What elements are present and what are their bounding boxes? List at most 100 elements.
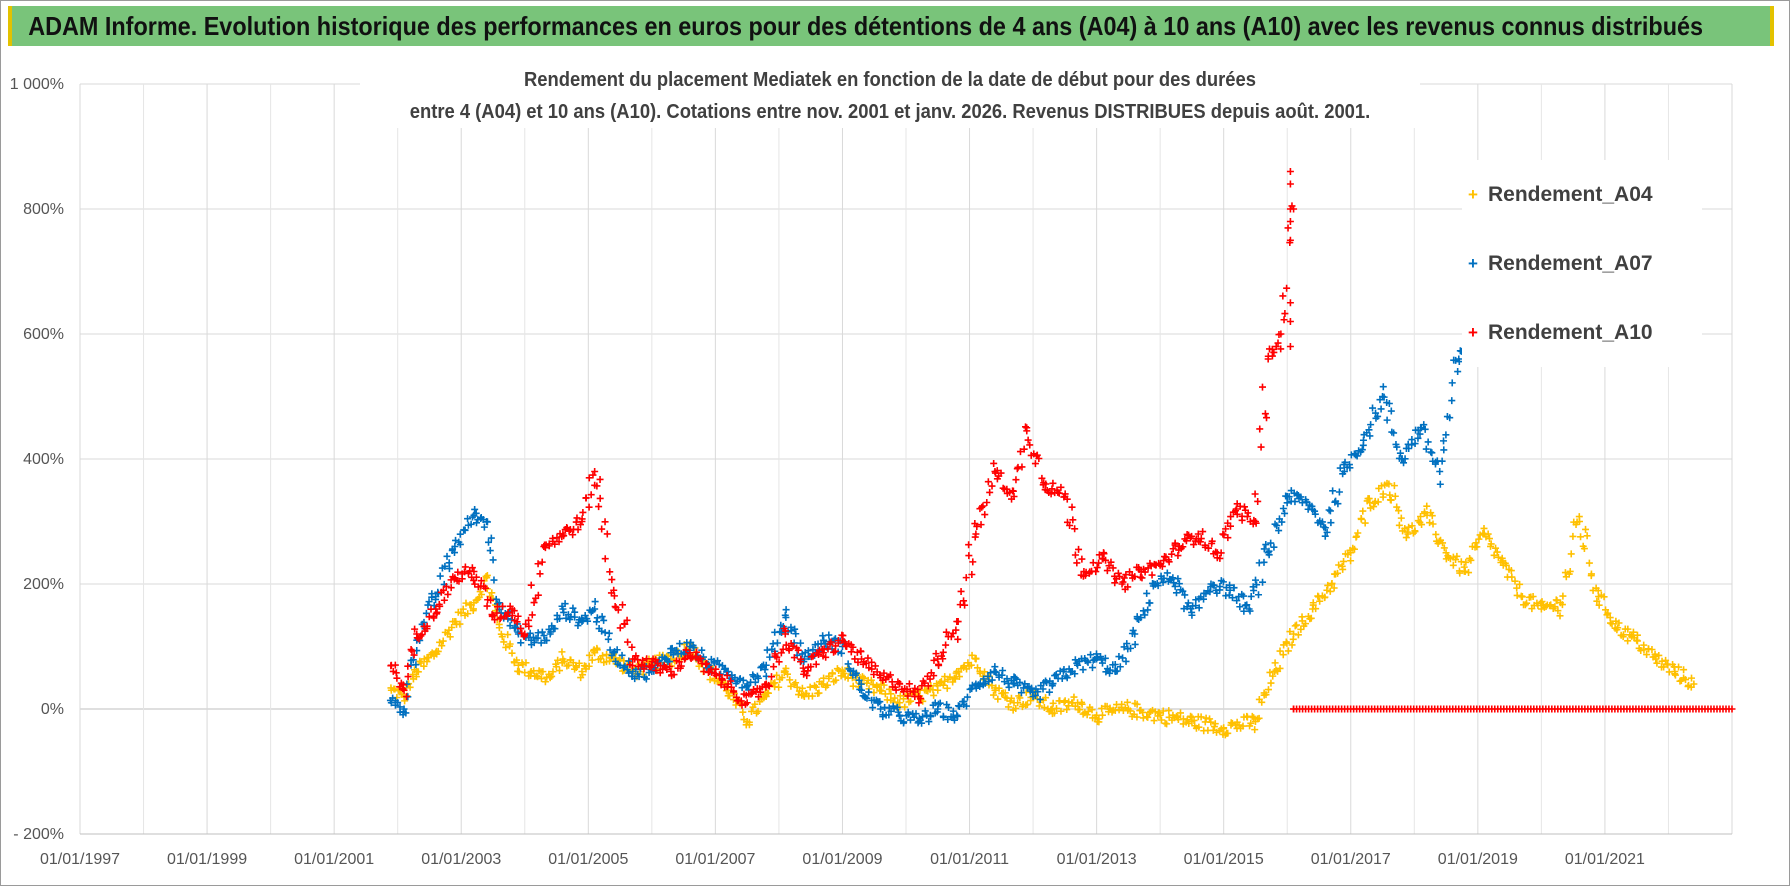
- data-point: [471, 580, 479, 588]
- data-point: [997, 469, 1005, 477]
- data-point: [751, 700, 759, 708]
- data-point: [1542, 602, 1550, 610]
- data-point: [456, 620, 464, 628]
- data-point: [538, 675, 546, 683]
- data-point: [1358, 446, 1366, 454]
- data-point: [770, 663, 778, 671]
- data-point: [905, 680, 913, 688]
- data-point: [1374, 412, 1382, 420]
- data-point: [1169, 545, 1177, 553]
- data-point: [963, 693, 971, 701]
- data-point: [599, 652, 607, 660]
- data-point: [585, 662, 593, 670]
- data-point: [1251, 726, 1259, 734]
- data-point: [914, 685, 922, 693]
- data-point: [603, 651, 611, 659]
- data-point: [606, 657, 614, 665]
- data-point: [957, 587, 965, 595]
- data-point: [915, 693, 923, 700]
- data-point: [915, 718, 923, 725]
- data-point: [1454, 368, 1462, 376]
- data-point: [1004, 703, 1012, 711]
- data-point: [1251, 490, 1259, 498]
- data-point: [411, 625, 419, 633]
- data-point: [1690, 680, 1698, 688]
- data-point: [1129, 626, 1137, 634]
- data-point: [714, 657, 722, 665]
- data-point: [907, 697, 915, 705]
- data-point: [1378, 482, 1386, 490]
- data-point: [865, 688, 873, 696]
- data-point: [736, 675, 744, 683]
- data-point: [1286, 180, 1294, 188]
- data-point: [628, 643, 636, 651]
- x-tick-label: 01/01/1997: [40, 851, 120, 868]
- data-point: [869, 704, 877, 712]
- data-point: [468, 564, 476, 572]
- data-point: [703, 659, 711, 667]
- data-point: [483, 602, 491, 610]
- series-rendement-a10-spike: [1286, 168, 1294, 350]
- data-point: [1095, 559, 1103, 567]
- data-point: [1334, 569, 1342, 577]
- data-point: [1339, 565, 1347, 573]
- data-point: [936, 699, 944, 707]
- data-point: [943, 684, 951, 692]
- data-point: [1109, 564, 1117, 572]
- data-point: [1208, 537, 1216, 545]
- legend-item-a07: + Rendement_A07: [1462, 229, 1702, 298]
- data-point: [739, 708, 747, 716]
- data-point: [603, 530, 611, 538]
- data-point: [1066, 522, 1074, 530]
- data-point: [1115, 573, 1123, 581]
- data-point: [1467, 556, 1475, 564]
- data-point: [1035, 454, 1043, 462]
- data-point: [955, 673, 963, 681]
- data-point: [438, 642, 446, 650]
- data-point: [482, 584, 490, 592]
- data-point: [994, 695, 1002, 703]
- plus-icon: +: [1468, 184, 1478, 204]
- data-point: [1156, 561, 1164, 569]
- data-point: [623, 616, 631, 624]
- data-point: [681, 655, 689, 663]
- data-point: [1039, 685, 1047, 693]
- data-point: [1222, 525, 1230, 533]
- data-point: [1397, 514, 1405, 522]
- data-point: [483, 574, 491, 582]
- data-point: [1334, 500, 1342, 508]
- data-point: [1074, 661, 1082, 669]
- data-point: [857, 648, 865, 656]
- data-point: [1354, 529, 1362, 537]
- data-point: [990, 691, 998, 699]
- data-point: [909, 688, 917, 696]
- data-point: [1324, 581, 1332, 589]
- data-point: [1103, 567, 1111, 575]
- data-point: [1279, 292, 1287, 300]
- x-tick-label: 01/01/1999: [167, 851, 247, 868]
- data-point: [1316, 597, 1324, 605]
- data-point: [682, 646, 690, 654]
- data-point: [1335, 488, 1343, 496]
- data-point: [1076, 705, 1084, 713]
- data-point: [785, 646, 793, 654]
- data-point: [574, 526, 582, 534]
- data-point: [500, 638, 508, 646]
- data-point: [1595, 593, 1603, 600]
- data-point: [1508, 573, 1516, 581]
- data-point: [934, 686, 942, 694]
- data-point: [988, 482, 996, 490]
- data-point: [990, 459, 998, 467]
- data-point: [1028, 684, 1036, 692]
- data-point: [1133, 713, 1141, 721]
- data-point: [978, 503, 986, 511]
- data-point: [1194, 530, 1202, 538]
- data-point: [1480, 530, 1488, 538]
- data-point: [1243, 513, 1251, 521]
- data-point: [487, 534, 495, 542]
- data-point: [847, 648, 855, 656]
- data-point: [960, 697, 968, 705]
- data-point: [979, 502, 987, 510]
- data-point: [1566, 567, 1574, 575]
- data-point: [1414, 434, 1422, 442]
